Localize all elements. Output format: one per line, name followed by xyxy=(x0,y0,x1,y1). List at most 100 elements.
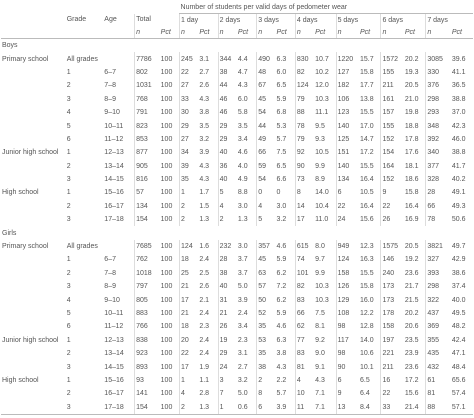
cell: 4.3 xyxy=(276,363,287,371)
cell: 1.9 xyxy=(199,363,210,371)
cell: 797 xyxy=(134,280,160,294)
data-row: High school 1 15–16 93 100 1 1.1 3 3.2 2 2.2 4 4.3 6 6… xyxy=(1,373,473,388)
grade: 3 xyxy=(66,95,71,103)
cell: 59 xyxy=(256,159,276,173)
group-label xyxy=(1,79,66,92)
data-row: 2 13–14 923 100 22 2.4 29 3.1 35 3.8 83 9.0 98 10.6 22… xyxy=(1,346,473,361)
cell: 1575 xyxy=(380,239,404,254)
age: 8–9 xyxy=(104,95,116,103)
cell: 21.4 xyxy=(403,400,426,415)
cell: 100 xyxy=(160,95,173,103)
cell: 23.6 xyxy=(404,269,419,277)
cell: 173 xyxy=(380,280,404,294)
cell: 5.9 xyxy=(276,256,287,264)
cell: 9.2 xyxy=(315,336,325,344)
cell: 33 xyxy=(179,92,199,106)
cell: 5.9 xyxy=(276,95,287,103)
cell: 4 xyxy=(256,199,276,214)
subheader: n xyxy=(134,26,160,39)
cell: 21 xyxy=(179,306,199,321)
data-row: 6 11–12 853 100 27 3.2 29 3.4 49 5.7 79 9.3 125 14.7 1… xyxy=(1,132,473,147)
cell: 4.6 xyxy=(237,149,248,157)
subheader: Pct xyxy=(403,26,426,39)
cell: 9.9 xyxy=(315,269,325,277)
cell: 33 xyxy=(380,400,404,415)
cell: 298 xyxy=(425,280,451,294)
subheader: n xyxy=(425,26,451,39)
cell: 298 xyxy=(425,92,451,106)
cell: 3.1 xyxy=(237,350,248,358)
grade: 2 xyxy=(66,350,71,358)
cell: 10.2 xyxy=(315,68,329,76)
cell: 57.1 xyxy=(450,400,473,415)
cell: 66 xyxy=(294,306,315,321)
grade: All grades xyxy=(66,55,98,63)
cell: 15.8 xyxy=(360,283,374,291)
grade: All grades xyxy=(66,243,98,251)
data-row: Junior high school 1 12–13 838 100 20 2.4 19 2.3… xyxy=(1,333,473,347)
cell: 4.9 xyxy=(237,176,248,184)
cell: 14 xyxy=(294,199,315,214)
cell: 154 xyxy=(134,400,160,415)
cell: 17 xyxy=(179,360,199,374)
cell: 140 xyxy=(335,119,360,133)
grade: 2 xyxy=(66,269,71,277)
cell: 6.6 xyxy=(276,176,287,184)
cell: 8.4 xyxy=(359,400,381,415)
age: 14–15 xyxy=(104,176,124,184)
cell: 17.0 xyxy=(360,122,374,130)
cell: 98 xyxy=(335,346,360,361)
cell: 355 xyxy=(425,333,451,347)
cell: 63 xyxy=(256,266,276,281)
cell: 17.7 xyxy=(360,82,374,90)
cell: 11.1 xyxy=(315,109,329,117)
cell: 41.1 xyxy=(451,68,466,76)
cell: 22 xyxy=(179,65,199,80)
grade: 3 xyxy=(65,400,104,415)
cell: 766 xyxy=(134,320,160,334)
cell: 2.4 xyxy=(199,310,210,317)
cell: 48 xyxy=(256,65,276,80)
cell: 77 xyxy=(294,333,315,347)
cell: 2.4 xyxy=(199,350,210,358)
subheader: n xyxy=(256,26,276,39)
cell: 49.7 xyxy=(451,243,466,251)
cell: 6 xyxy=(335,186,360,200)
age: 14–15 xyxy=(104,363,124,371)
cell: 125 xyxy=(335,132,360,147)
cell: 328 xyxy=(425,172,451,187)
cell: 100 xyxy=(160,296,173,304)
cell: 1031 xyxy=(134,79,160,93)
subheader: Pct xyxy=(314,26,337,39)
column-header: 7 days xyxy=(425,13,473,26)
cell: 1.1 xyxy=(199,376,210,384)
cell: 3.1 xyxy=(199,55,210,63)
grade: 1 xyxy=(66,68,71,76)
cell: 949 xyxy=(335,239,360,254)
cell: 54 xyxy=(256,105,276,120)
cell: 1 xyxy=(217,400,237,415)
cell: 0 xyxy=(276,189,281,197)
cell: 46 xyxy=(217,105,237,120)
cell: 4.3 xyxy=(199,162,210,170)
cell: 327 xyxy=(425,253,451,267)
cell: 348 xyxy=(425,119,451,133)
cell: 49 xyxy=(256,132,276,147)
column-header: 3 days xyxy=(256,13,296,26)
cell: 8.0 xyxy=(315,243,325,251)
cell: 221 xyxy=(380,346,404,361)
data-row: 3 8–9 768 100 33 4.3 46 6.0 45 5.9 79 10.3 106 13.8 16… xyxy=(1,92,473,106)
cell: 30 xyxy=(179,105,199,120)
cell: 46.0 xyxy=(451,135,466,143)
cell: 100 xyxy=(160,55,173,63)
data-row: 3 14–15 893 100 17 1.9 24 2.7 38 4.3 81 9.1 90 10.1 21… xyxy=(1,360,473,374)
cell: 24 xyxy=(217,360,237,374)
cell: 154 xyxy=(134,213,160,227)
group-label xyxy=(1,400,66,415)
cell: 4.3 xyxy=(199,176,210,184)
age: 17–18 xyxy=(104,216,124,224)
cell: 44 xyxy=(217,79,237,93)
cell: 12.0 xyxy=(315,82,329,90)
cell: 6.5 xyxy=(276,82,287,90)
cell: 29 xyxy=(217,346,237,361)
